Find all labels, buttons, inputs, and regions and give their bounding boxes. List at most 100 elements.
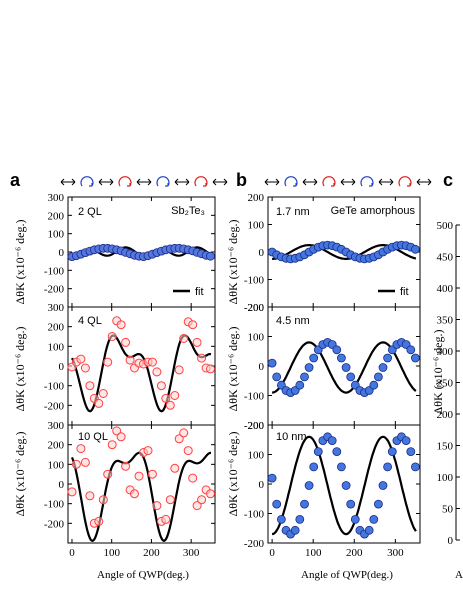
y-tick-label: 200 xyxy=(48,440,65,452)
data-point xyxy=(121,337,131,347)
y-tick-label: 200 xyxy=(248,420,265,432)
circular-polarization-icon xyxy=(156,176,170,187)
data-point xyxy=(121,461,131,471)
arrowhead-icon xyxy=(60,178,76,186)
annotation-2ql: 2 QL xyxy=(78,206,102,218)
plot-c: 0 50 100 150 200 250 300 350 400 450 500 xyxy=(437,220,460,547)
y-tick-label: 400 xyxy=(437,283,454,295)
data-point xyxy=(369,515,379,524)
y-tick-label: 100 xyxy=(248,450,265,462)
data-point xyxy=(103,469,113,479)
y-tick-label: 300 xyxy=(437,346,454,358)
panel-letter-a: a xyxy=(10,170,21,190)
y-axis-label-c: ΔθK (x10⁻⁶ deg.) xyxy=(431,330,445,415)
y-tick-label: -200 xyxy=(244,538,265,550)
y-tick-label: -200 xyxy=(44,284,65,296)
data-point xyxy=(295,380,305,390)
data-point xyxy=(94,398,104,408)
data-point xyxy=(76,354,86,364)
data-point xyxy=(170,463,180,473)
y-tick-label: 100 xyxy=(48,459,65,471)
y-tick-label: 300 xyxy=(48,302,65,314)
y-tick-label: 300 xyxy=(48,192,65,204)
x-tick-label: 0 xyxy=(69,547,75,559)
data-point xyxy=(336,353,346,363)
annotation-4p5nm: 4.5 nm xyxy=(276,315,310,327)
x-axis-label-b: Angle of QWP(deg.) xyxy=(301,569,393,581)
data-point xyxy=(116,320,126,330)
data-point xyxy=(80,457,90,467)
data-point xyxy=(85,491,95,501)
data-point xyxy=(179,428,189,438)
data-point xyxy=(112,426,122,436)
data-point xyxy=(152,367,162,377)
data-point xyxy=(267,358,277,368)
polarization-symbol-strip-b xyxy=(264,176,432,187)
data-point xyxy=(152,501,162,511)
data-point xyxy=(309,462,319,472)
y-tick-label: 200 xyxy=(248,302,265,314)
y-tick-label: 0 xyxy=(59,361,65,373)
data-point xyxy=(290,525,300,535)
arrowhead-icon xyxy=(127,183,131,187)
material-sb2te3: Sb₂Te₃ xyxy=(171,205,205,217)
plot-a-4ql: -200 -100 0 100 200 300 xyxy=(44,302,216,426)
fit-legend-label-a: fit xyxy=(195,286,204,298)
data-point xyxy=(346,499,356,509)
data-point xyxy=(174,434,184,444)
y-tick-label: -100 xyxy=(244,509,265,521)
annotation-4ql: 4 QL xyxy=(78,315,102,327)
data-point xyxy=(107,440,117,450)
data-point xyxy=(188,473,198,483)
plot-a-10ql: -200 -100 0 100 200 300 0 100 200 300 xyxy=(44,420,216,559)
data-point xyxy=(406,447,416,457)
data-point xyxy=(98,495,108,505)
arrowhead-icon xyxy=(293,183,297,187)
data-point xyxy=(304,363,314,372)
y-tick-label: -100 xyxy=(44,499,65,511)
data-point xyxy=(295,515,305,524)
y-tick-label: 500 xyxy=(437,220,454,232)
data-point xyxy=(188,320,198,330)
annotation-10ql: 10 QL xyxy=(78,431,108,443)
y-tick-label: 0 xyxy=(59,247,65,259)
y-tick-label: 100 xyxy=(248,332,265,344)
data-point xyxy=(165,495,175,505)
y-tick-label: -100 xyxy=(44,265,65,277)
data-point xyxy=(304,481,314,490)
data-point xyxy=(192,501,202,511)
data-point xyxy=(369,380,379,390)
arrowhead-icon xyxy=(136,178,152,186)
x-tick-label: 300 xyxy=(183,547,200,559)
data-point xyxy=(143,446,153,456)
data-point xyxy=(206,489,215,499)
arrowhead-icon xyxy=(165,183,169,187)
data-point xyxy=(206,251,215,261)
y-tick-label: 100 xyxy=(248,220,265,232)
y-tick-label: -100 xyxy=(244,275,265,287)
data-point xyxy=(332,345,342,355)
x-tick-label: 100 xyxy=(305,547,322,559)
y-tick-label: 100 xyxy=(48,229,65,241)
y-tick-label: 0 xyxy=(259,479,265,491)
data-point xyxy=(161,514,171,524)
y-axis-label-b-4p5nm: ΔθK (x10⁻⁶ deg.) xyxy=(226,327,240,412)
fit-legend-a: fit xyxy=(173,286,204,298)
data-point xyxy=(410,244,420,254)
x-tick-label: 300 xyxy=(387,547,404,559)
x-axis-label-a: Angle of QWP(deg.) xyxy=(97,569,189,581)
y-tick-label: 0 xyxy=(59,479,65,491)
annotation-1p7nm: 1.7 nm xyxy=(276,206,310,218)
y-tick-label: 0 xyxy=(448,535,454,547)
data-point xyxy=(410,353,420,363)
y-tick-label: 350 xyxy=(437,315,454,327)
y-axis-label-a-10ql: ΔθK (x10⁻⁶ deg.) xyxy=(13,432,27,517)
circular-polarization-icon xyxy=(194,176,208,187)
data-point xyxy=(170,391,180,400)
data-point xyxy=(98,389,108,398)
arrowhead-icon xyxy=(302,178,318,186)
arrowhead-icon xyxy=(369,183,373,187)
data-point xyxy=(107,332,117,341)
arrowhead-icon xyxy=(264,178,280,186)
